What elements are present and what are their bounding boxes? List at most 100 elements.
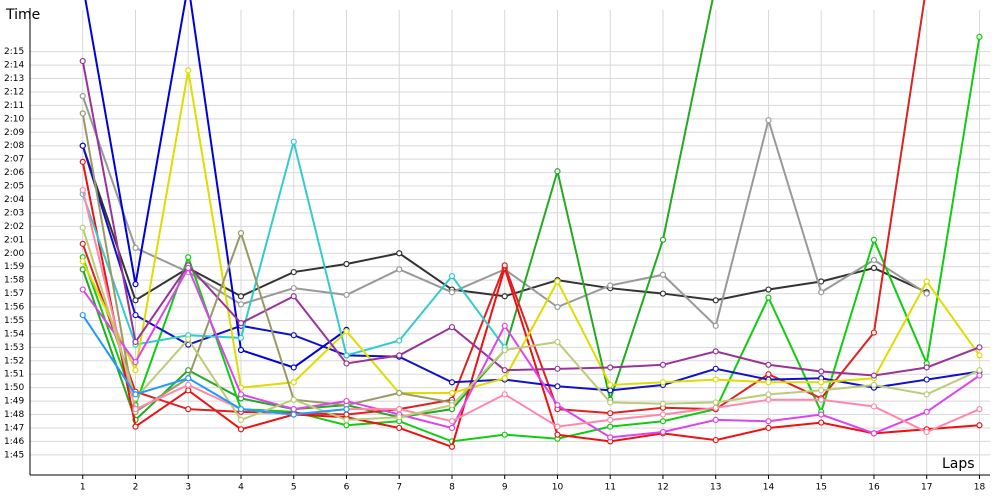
data-point [79,57,86,65]
data-point [343,422,350,429]
data-point [818,289,825,296]
data-point [79,286,86,293]
data-point [712,399,719,406]
data-point [976,33,983,40]
data-point [818,411,825,418]
data-point [237,391,245,398]
data-point [765,294,772,301]
data-point [290,411,297,418]
x-tick-label: 14 [763,483,775,493]
data-point [870,329,878,336]
data-point [554,423,561,430]
data-point [765,418,772,425]
data-point [501,322,508,329]
data-point [448,289,456,296]
data-point [132,338,139,346]
data-point [79,92,86,100]
y-tick-label: 1:49 [4,397,24,407]
x-tick-label: 2 [133,483,139,493]
data-point [237,334,245,342]
x-tick-label: 9 [502,483,508,493]
y-tick-label: 1:55 [4,316,24,326]
data-point [659,411,667,418]
data-point [765,371,772,378]
data-point [712,436,719,444]
data-point [396,389,403,397]
data-point [976,367,983,374]
data-point [185,387,192,394]
x-tick-label: 17 [921,483,932,493]
data-point [396,414,403,421]
data-point [501,367,508,374]
data-point [132,311,139,319]
y-axis-label: Time [5,7,40,23]
data-point [343,360,350,367]
data-point [396,337,403,344]
data-point [659,236,667,243]
y-tick-label: 2:02 [4,222,24,232]
data-point [290,396,297,403]
data-point [79,224,86,231]
x-tick-label: 6 [344,483,350,493]
series-line [81,60,980,377]
data-point [870,256,878,264]
data-point [659,361,667,368]
data-point [923,364,930,371]
x-tick-label: 13 [710,483,721,493]
data-point [765,286,772,293]
data-point [237,301,245,308]
series-line [81,113,453,414]
data-point [923,278,930,285]
data-point [976,344,983,351]
data-point [923,428,930,436]
data-point [448,379,456,386]
data-point [237,346,245,354]
data-point [132,244,139,251]
y-tick-label: 2:10 [4,114,24,124]
data-point [79,240,86,247]
series-line [81,314,347,416]
data-point [607,387,614,394]
data-point [659,418,667,425]
x-tick-label: 3 [185,483,191,493]
x-tick-label: 4 [238,483,244,493]
data-point [554,168,561,175]
data-point [607,434,614,441]
data-point [712,376,719,383]
data-point [79,186,86,194]
data-point [396,250,403,257]
data-point [554,383,561,390]
data-point [607,399,614,406]
data-point [607,410,614,417]
data-point [290,268,297,276]
data-point [712,297,719,304]
y-tick-label: 1:53 [4,343,24,353]
data-point [290,379,297,386]
x-tick-label: 12 [657,483,668,493]
y-tick-label: 1:46 [4,437,24,447]
y-tick-label: 1:48 [4,410,24,420]
data-point [448,424,456,432]
y-tick-label: 2:15 [4,47,24,57]
x-tick-label: 11 [604,483,615,493]
y-tick-label: 1:51 [4,370,24,380]
data-point [976,422,983,429]
x-tick-label: 15 [815,483,826,493]
data-point [554,278,561,285]
data-point [290,285,297,292]
data-point [765,391,772,398]
data-point [343,411,350,418]
series-line [84,0,348,369]
y-tick-label: 1:45 [4,450,24,460]
y-tick-label: 2:13 [4,74,24,84]
data-point [343,416,350,423]
y-tick-label: 1:47 [4,423,24,433]
data-point [237,293,245,300]
data-point [79,258,86,265]
data-point [448,272,456,280]
y-tick-label: 2:11 [4,101,24,111]
x-tick-label: 1 [80,483,86,493]
data-point [607,364,614,371]
data-point [659,400,667,407]
